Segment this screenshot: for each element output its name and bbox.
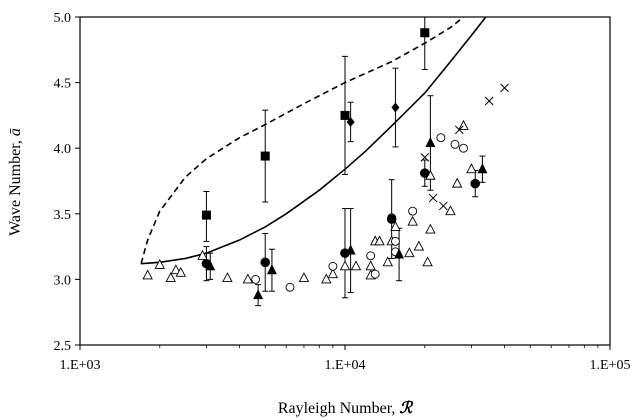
x-axis-ticks: 1.E+03 1.E+04 1.E+05 [60, 345, 631, 373]
marker-circle-open-3 [366, 251, 376, 261]
marker-triangle-open-16 [374, 235, 385, 246]
marker-square-filled-0 [201, 210, 211, 220]
x-axis-title-text: Rayleigh Number, [278, 400, 400, 417]
marker-circle-open-6 [390, 236, 400, 246]
marker-diamond-filled-1 [391, 102, 400, 113]
x-axis-title-symbol: ℛ [399, 400, 414, 417]
x-tick-label-1: 1.E+04 [325, 358, 366, 373]
marker-triangle-open-8 [298, 272, 310, 283]
curve-solid [141, 17, 487, 265]
marker-cross-3 [454, 125, 464, 135]
marker-triangle-open-6 [222, 272, 233, 283]
marker-triangle-open-24 [425, 223, 436, 234]
marker-circle-open-10 [450, 139, 460, 149]
marker-triangle-open-11 [339, 260, 351, 271]
marker-triangle-filled-5 [425, 136, 436, 147]
marker-square-filled-3 [420, 28, 430, 38]
marker-diamond-filled-0 [346, 116, 355, 127]
marker-circle-open-1 [285, 282, 295, 292]
marker-triangle-open-7 [242, 273, 254, 284]
marker-circle-open-8 [408, 206, 418, 216]
x-tick-label-2: 1.E+05 [590, 358, 631, 373]
marker-triangle-open-20 [404, 247, 415, 258]
marker-circle-filled-2 [340, 248, 350, 258]
marker-triangle-open-27 [451, 177, 463, 188]
marker-triangle-open-5 [197, 249, 208, 260]
marker-circle-open-2 [328, 261, 338, 271]
marker-triangle-open-2 [165, 272, 176, 283]
marker-triangle-filled-0 [205, 260, 216, 271]
marker-triangle-open-9 [321, 273, 332, 284]
marker-triangle-filled-2 [266, 264, 277, 275]
marker-circle-open-0 [251, 274, 261, 284]
y-axis-title-symbol: ā [7, 128, 24, 136]
x-tick-label-0: 1.E+03 [60, 358, 101, 373]
marker-triangle-open-23 [422, 256, 433, 267]
marker-triangle-open-22 [413, 240, 425, 251]
marker-cross-5 [500, 83, 509, 93]
y-tick-label-0: 2.5 [54, 339, 72, 354]
marker-circle-open-9 [436, 133, 446, 143]
marker-triangle-open-29 [466, 163, 477, 174]
marker-circle-filled-1 [260, 257, 271, 268]
y-tick-label-2: 3.5 [54, 208, 72, 223]
marker-triangle-open-19 [390, 220, 401, 231]
marker-triangle-open-12 [350, 260, 362, 271]
marker-circle-open-11 [459, 143, 468, 153]
marker-triangle-open-10 [327, 268, 339, 279]
marker-triangle-filled-1 [253, 289, 264, 300]
y-axis-title-text: Wave Number, [7, 136, 24, 236]
marker-cross-1 [428, 193, 438, 203]
marker-triangle-open-17 [382, 256, 394, 267]
data-markers [142, 28, 509, 300]
marker-cross-0 [420, 153, 430, 162]
marker-circle-filled-3 [386, 214, 397, 224]
marker-triangle-open-0 [142, 269, 153, 280]
marker-triangle-filled-6 [477, 163, 488, 174]
y-tick-label-5: 5.0 [54, 11, 72, 26]
marker-triangle-open-3 [170, 264, 182, 275]
marker-triangle-filled-4 [394, 248, 405, 259]
marker-square-filled-1 [260, 151, 270, 161]
marker-triangle-open-4 [175, 266, 187, 277]
marker-triangle-filled-3 [345, 244, 356, 255]
marker-circle-open-4 [370, 269, 380, 279]
y-tick-label-4: 4.5 [54, 77, 72, 92]
x-axis-title: Rayleigh Number, ℛ [278, 400, 415, 417]
y-tick-label-3: 4.0 [54, 142, 72, 157]
marker-cross-4 [484, 96, 494, 106]
marker-circle-filled-4 [419, 168, 430, 178]
marker-square-filled-2 [340, 110, 350, 120]
y-axis-title: Wave Number, ā [7, 128, 24, 236]
marker-triangle-open-1 [154, 259, 166, 269]
marker-cross-2 [438, 201, 448, 211]
y-axis-ticks: 2.5 3.0 3.5 4.0 4.5 5.0 [54, 11, 80, 354]
marker-circle-filled-5 [470, 178, 481, 189]
marker-triangle-open-26 [445, 205, 456, 216]
y-tick-label-1: 3.0 [54, 273, 72, 288]
marker-triangle-open-21 [407, 215, 418, 226]
